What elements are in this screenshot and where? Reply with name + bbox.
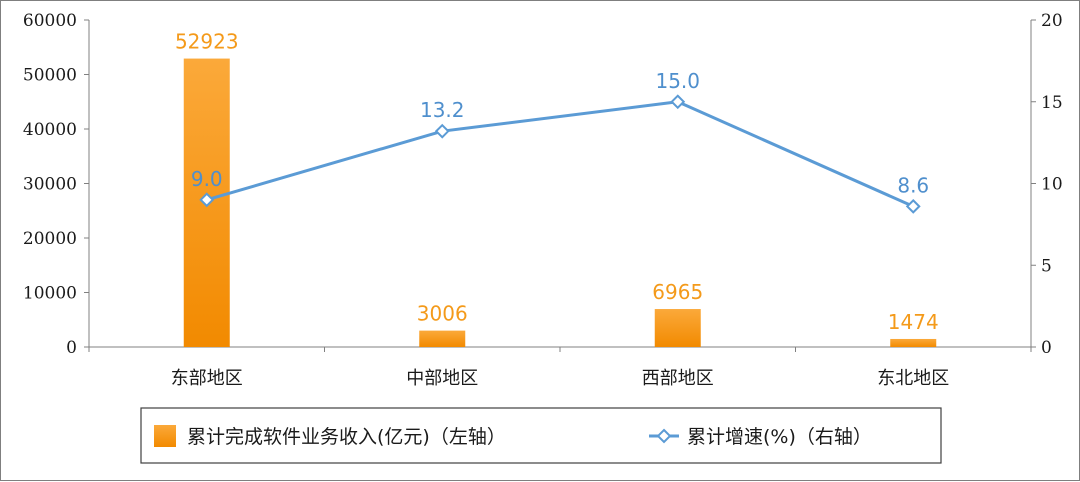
line-value-label: 15.0 (655, 69, 700, 93)
y-right-tick-label: 10 (1041, 175, 1063, 195)
legend-line-marker-icon (656, 428, 672, 444)
legend-bar-swatch (154, 425, 176, 447)
y-left-tick-label: 60000 (23, 11, 77, 31)
line-value-label: 9.0 (191, 167, 223, 191)
line-point-marker (434, 123, 450, 139)
line-value-label: 13.2 (420, 98, 465, 122)
y-left-tick-label: 20000 (23, 229, 77, 249)
axes: 0 10000 20000 30000 40000 50000 60000 0 5 10 15 20 东… (23, 11, 1063, 389)
x-tick-label: 中部地区 (406, 368, 478, 389)
legend: 累计完成软件业务收入(亿元)（左轴） 累计增速(%)（右轴） (140, 407, 942, 464)
y-left-tick-label: 40000 (23, 120, 77, 140)
y-right-tick-label: 0 (1041, 338, 1052, 358)
legend-bar-label: 累计完成软件业务收入(亿元)（左轴） (187, 426, 506, 448)
x-tick-label: 西部地区 (642, 368, 714, 389)
y-right-tick-label: 15 (1041, 93, 1063, 113)
y-left-tick-label: 50000 (23, 66, 77, 86)
bar-value-label: 1474 (888, 310, 939, 334)
bar (419, 330, 466, 347)
line-point-marker (670, 94, 686, 110)
bar-value-label: 6965 (652, 280, 703, 304)
data-labels: 52923 3006 6965 1474 9.0 13.2 15.0 8.6 (175, 30, 939, 334)
y-left-tick-label: 30000 (23, 175, 77, 195)
bar (890, 338, 937, 347)
line-point-marker (199, 192, 215, 208)
x-tick-label: 东部地区 (171, 368, 243, 389)
bar-series (183, 58, 937, 348)
y-left-tick-label: 10000 (23, 284, 77, 304)
line-value-label: 8.6 (897, 173, 929, 197)
line-point-marker (905, 198, 921, 214)
legend-box (140, 407, 942, 464)
bar (654, 309, 701, 347)
bar-value-label: 3006 (417, 302, 468, 326)
y-right-tick-label: 20 (1041, 11, 1063, 31)
bar-value-label: 52923 (175, 30, 239, 54)
y-left-tick-label: 0 (66, 338, 77, 358)
y-right-tick-label: 5 (1041, 256, 1052, 276)
line-series (199, 94, 921, 214)
line-path (206, 100, 914, 208)
x-tick-label: 东北地区 (877, 368, 949, 389)
legend-line-label: 累计增速(%)（右轴） (687, 426, 872, 448)
